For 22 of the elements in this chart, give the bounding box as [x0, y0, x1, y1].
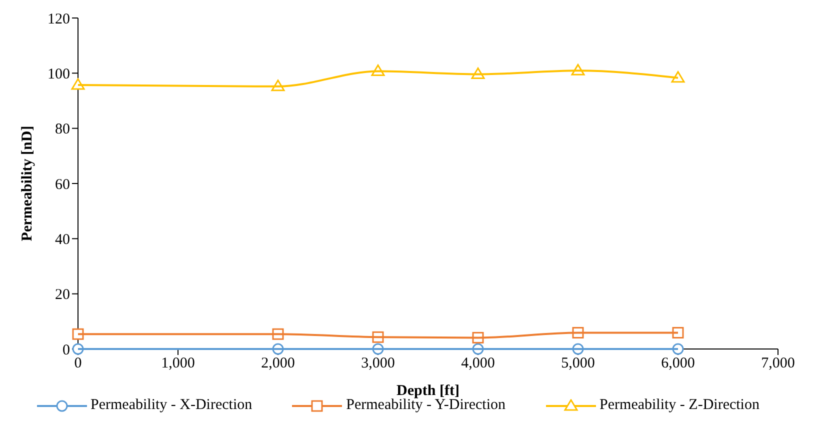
x-tick-label: 5,000 [561, 356, 595, 372]
y-tick-label: 60 [55, 176, 70, 193]
x-tick-label: 3,000 [361, 356, 395, 372]
legend-label: Permeability - X-Direction [90, 397, 252, 414]
x-tick-label: 4,000 [461, 356, 495, 372]
point [72, 328, 84, 340]
legend-label: Permeability - Z-Direction [600, 397, 760, 414]
x-tick-label: 6,000 [661, 356, 695, 372]
x-tick-label: 2,000 [261, 356, 295, 372]
y-tick-label: 100 [48, 66, 70, 82]
y-tick-label: 20 [55, 287, 70, 304]
y-tick-label: 80 [55, 122, 70, 138]
y-tick-label: 40 [55, 232, 70, 248]
x-axis-title: Depth [ft] [396, 383, 460, 399]
y-tick-label: 120 [48, 11, 70, 28]
x-tick-label: 7,000 [761, 356, 795, 372]
x-tick-label: 0 [74, 356, 82, 372]
x-tick-label: 1,000 [161, 356, 195, 372]
legend-label: Permeability - Y-Direction [346, 397, 506, 414]
y-tick-label: 0 [62, 342, 70, 358]
y-axis-title: Permeability [nD] [19, 126, 36, 242]
point [672, 326, 684, 338]
